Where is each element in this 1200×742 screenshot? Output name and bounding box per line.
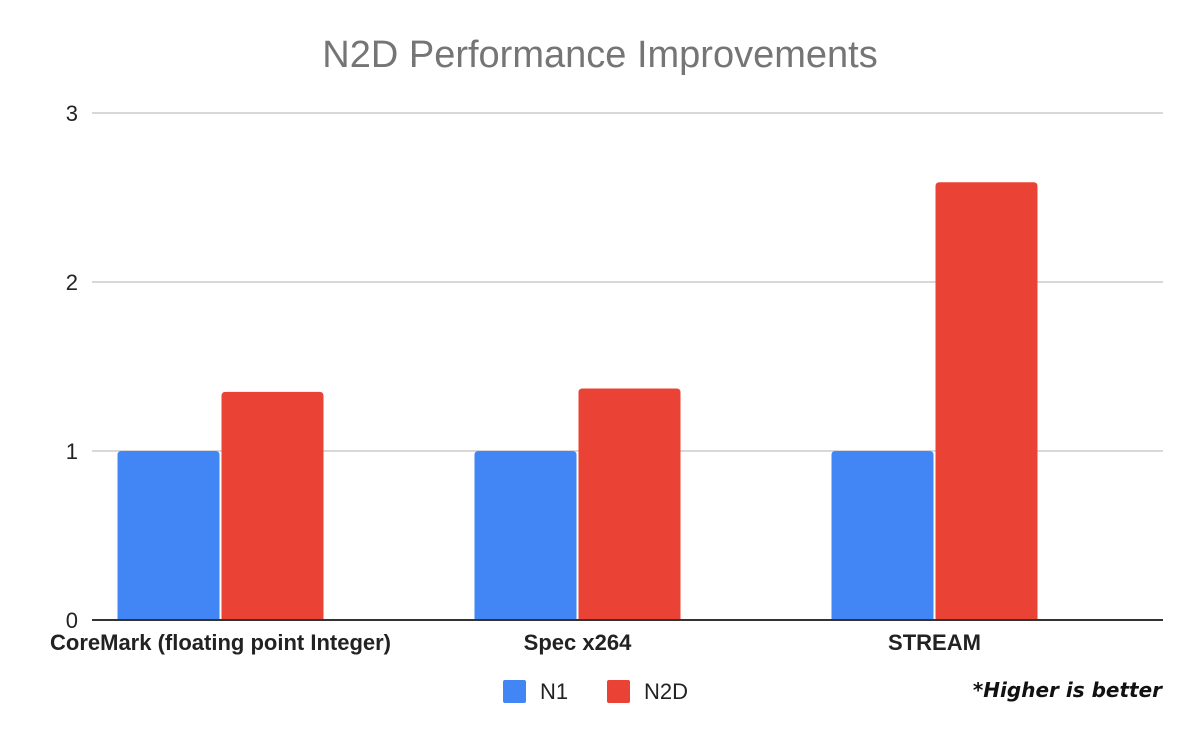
chart-title: N2D Performance Improvements: [322, 34, 878, 76]
bar-n2d-1: [578, 388, 681, 620]
legend: N1 N2D: [503, 679, 688, 704]
legend-label: N2D: [644, 679, 688, 704]
y-axis-ticks: 0 1 2 3: [66, 101, 78, 633]
higher-is-better-note: *Higher is better: [972, 678, 1162, 702]
y-tick-label: 0: [66, 608, 78, 633]
x-axis-ticks: CoreMark (floating point Integer) Spec x2…: [50, 630, 981, 655]
x-tick-label: CoreMark (floating point Integer): [50, 630, 391, 655]
bar-n1-0: [117, 451, 220, 620]
bar-n1-2: [831, 451, 934, 620]
x-tick-label: Spec x264: [524, 630, 632, 655]
bar-n1-1: [474, 451, 577, 620]
legend-item-n2d[interactable]: N2D: [607, 679, 688, 704]
legend-swatch: [607, 680, 630, 703]
legend-swatch: [503, 680, 526, 703]
bar-n2d-0: [221, 391, 324, 620]
bars: [117, 182, 1038, 621]
legend-label: N1: [540, 679, 568, 704]
y-tick-label: 3: [66, 101, 78, 126]
bar-n2d-2: [935, 182, 1038, 621]
y-tick-label: 2: [66, 270, 78, 295]
y-tick-label: 1: [66, 439, 78, 464]
x-tick-label: STREAM: [888, 630, 981, 655]
legend-item-n1[interactable]: N1: [503, 679, 568, 704]
